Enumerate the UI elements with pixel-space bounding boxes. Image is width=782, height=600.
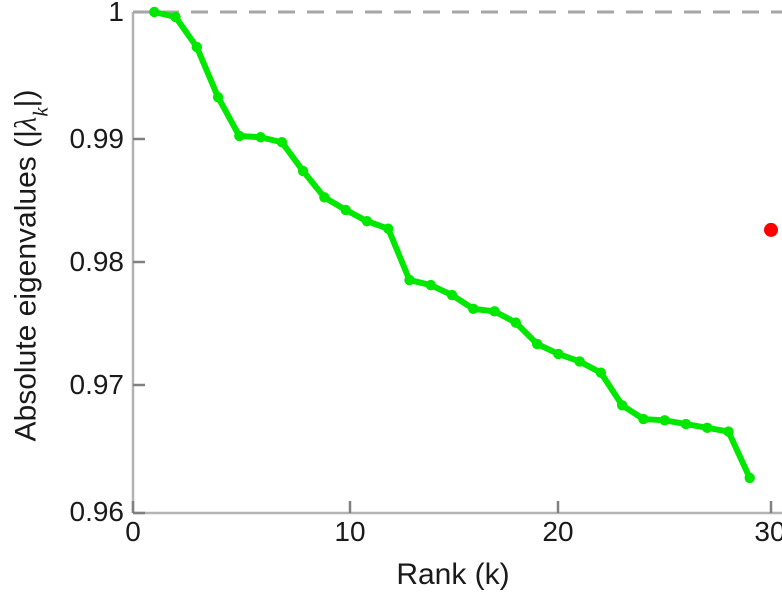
outlier-point-marker bbox=[764, 222, 778, 237]
data-point bbox=[361, 215, 373, 227]
data-point bbox=[659, 415, 670, 426]
x-axis-title: Rank (k) bbox=[396, 558, 510, 591]
data-point bbox=[255, 132, 266, 143]
data-point bbox=[212, 91, 224, 103]
x-tick-label-0: 0 bbox=[125, 516, 141, 547]
x-tick-label-20: 20 bbox=[542, 516, 574, 547]
data-point bbox=[425, 279, 436, 291]
data-point bbox=[531, 338, 543, 350]
data-point bbox=[702, 422, 713, 434]
x-tick-label-30: 30 bbox=[754, 516, 782, 547]
data-point bbox=[276, 137, 288, 148]
data-point bbox=[489, 306, 500, 317]
y-tick-label-098: 0.98 bbox=[69, 246, 125, 277]
data-point bbox=[553, 348, 564, 360]
data-point bbox=[616, 400, 628, 411]
y-tick-label-096: 0.96 bbox=[69, 496, 125, 527]
data-point bbox=[234, 130, 245, 142]
outlier-data-point bbox=[764, 222, 778, 237]
data-point bbox=[383, 223, 394, 234]
y-tick-label-1: 1 bbox=[108, 0, 124, 27]
data-point bbox=[723, 426, 734, 437]
data-point bbox=[595, 367, 607, 378]
data-point bbox=[680, 418, 692, 430]
data-point bbox=[574, 356, 585, 367]
y-tick-label-097: 0.97 bbox=[69, 369, 125, 400]
data-point bbox=[638, 413, 649, 425]
data-point bbox=[191, 41, 202, 53]
eigenvalue-spectrum-line bbox=[151, 9, 753, 481]
y-tick-label-099: 0.99 bbox=[69, 123, 125, 154]
data-point bbox=[149, 6, 160, 18]
y-axis-ticks bbox=[133, 10, 145, 515]
data-point bbox=[340, 204, 351, 216]
x-tick-label-10: 10 bbox=[334, 516, 366, 547]
data-point bbox=[170, 11, 181, 23]
data-point bbox=[510, 317, 521, 328]
data-point bbox=[297, 165, 309, 177]
data-point bbox=[446, 289, 458, 301]
data-point bbox=[744, 472, 755, 484]
y-axis-tick-labels: 1 0.99 0.98 0.97 0.96 bbox=[0, 0, 125, 540]
data-point bbox=[404, 274, 415, 286]
x-axis-ticks bbox=[131, 501, 773, 513]
eigenvalue-spectrum-markers bbox=[149, 6, 755, 484]
data-point bbox=[468, 303, 479, 315]
data-point bbox=[319, 192, 330, 203]
